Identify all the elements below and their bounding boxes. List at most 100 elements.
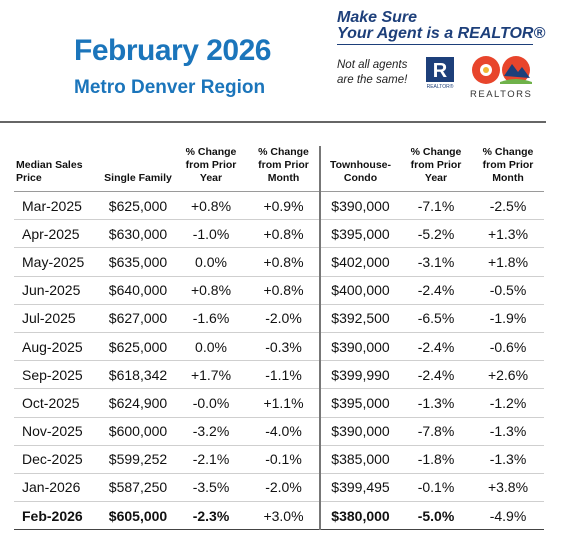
colorado-realtors-logo-icon — [472, 56, 532, 84]
tc-year-change-cell: -3.1% — [400, 247, 472, 277]
header-single-family: Single Family — [102, 146, 174, 192]
table-row: Aug-2025 $625,000 0.0% -0.3% $390,000 -2… — [14, 332, 544, 362]
table-row: Mar-2025 $625,000 +0.8% +0.9% $390,000 -… — [14, 191, 544, 221]
sf-year-change-cell: -3.2% — [174, 417, 248, 446]
month-cell: Feb-2026 — [14, 501, 102, 531]
tc-price-cell: $390,000 — [320, 417, 400, 446]
tc-month-change-cell: -1.3% — [472, 417, 544, 446]
sf-year-change-cell: -2.1% — [174, 445, 248, 474]
table-row: Nov-2025 $600,000 -3.2% -4.0% $390,000 -… — [14, 417, 544, 446]
header-tc-change-month: % Change from Prior Month — [472, 146, 544, 192]
tc-month-change-cell: -1.2% — [472, 388, 544, 418]
sf-price-cell: $625,000 — [102, 332, 174, 362]
sf-price-cell: $618,342 — [102, 360, 174, 390]
month-cell: Oct-2025 — [14, 388, 102, 418]
sf-year-change-cell: +0.8% — [174, 191, 248, 221]
sf-month-change-cell: -2.0% — [248, 473, 321, 503]
sf-year-change-cell: -1.0% — [174, 219, 248, 249]
tagline-line-2: Your Agent is a REALTOR® — [337, 25, 546, 42]
sf-month-change-cell: +0.8% — [248, 276, 321, 305]
realtor-tagline: Make Sure Your Agent is a REALTOR® — [337, 10, 545, 45]
table-row: Jan-2026 $587,250 -3.5% -2.0% $399,495 -… — [14, 473, 544, 503]
sf-month-change-cell: +0.9% — [248, 191, 321, 221]
sf-month-change-cell: -0.1% — [248, 445, 321, 474]
tc-price-cell: $395,000 — [320, 388, 400, 418]
sf-year-change-cell: +0.8% — [174, 276, 248, 305]
tc-month-change-cell: -2.5% — [472, 191, 544, 221]
tc-month-change-cell: +3.8% — [472, 473, 544, 503]
header-divider — [0, 121, 546, 123]
sf-month-change-cell: +0.8% — [248, 219, 321, 249]
sf-price-cell: $627,000 — [102, 304, 174, 333]
sf-price-cell: $587,250 — [102, 473, 174, 503]
month-cell: Dec-2025 — [14, 445, 102, 474]
table-row: Sep-2025 $618,342 +1.7% -1.1% $399,990 -… — [14, 360, 544, 390]
tc-month-change-cell: -1.3% — [472, 445, 544, 474]
table-row: Jun-2025 $640,000 +0.8% +0.8% $400,000 -… — [14, 276, 544, 305]
tc-month-change-cell: -0.6% — [472, 332, 544, 362]
sf-price-cell: $624,900 — [102, 388, 174, 418]
month-cell: Jun-2025 — [14, 276, 102, 305]
table-row: Dec-2025 $599,252 -2.1% -0.1% $385,000 -… — [14, 445, 544, 474]
month-cell: Apr-2025 — [14, 219, 102, 249]
tc-price-cell: $390,000 — [320, 191, 400, 221]
sf-year-change-cell: -3.5% — [174, 473, 248, 503]
sf-price-cell: $640,000 — [102, 276, 174, 305]
month-cell: Jul-2025 — [14, 304, 102, 333]
tc-year-change-cell: -2.4% — [400, 360, 472, 390]
tc-year-change-cell: -7.1% — [400, 191, 472, 221]
table-row: Oct-2025 $624,900 -0.0% +1.1% $395,000 -… — [14, 388, 544, 418]
tc-price-cell: $385,000 — [320, 445, 400, 474]
month-cell: Nov-2025 — [14, 417, 102, 446]
sf-month-change-cell: -1.1% — [248, 360, 321, 390]
realtor-logo-caption: REALTOR® — [427, 83, 454, 90]
region-subtitle: Metro Denver Region — [74, 77, 266, 98]
tc-year-change-cell: -5.2% — [400, 219, 472, 249]
tc-price-cell: $399,495 — [320, 473, 400, 503]
agents-note-line-1: Not all agents — [337, 59, 408, 71]
tc-month-change-cell: -0.5% — [472, 276, 544, 305]
table-header-row: Median Sales Price Single Family % Chang… — [14, 146, 544, 192]
tc-price-cell: $390,000 — [320, 332, 400, 362]
tc-year-change-cell: -5.0% — [400, 501, 472, 531]
header-sf-change-month: % Change from Prior Month — [248, 146, 321, 192]
sf-month-change-cell: -4.0% — [248, 417, 321, 446]
sf-year-change-cell: 0.0% — [174, 247, 248, 277]
table-row-current: Feb-2026 $605,000 -2.3% +3.0% $380,000 -… — [14, 501, 544, 531]
realtor-logo-icon: R REALTOR® — [426, 57, 454, 90]
tc-price-cell: $392,500 — [320, 304, 400, 333]
header-tc-change-year: % Change from Prior Year — [400, 146, 472, 192]
colorado-realtors-text: REALTORS — [470, 89, 533, 100]
sf-month-change-cell: +0.8% — [248, 247, 321, 277]
sf-price-cell: $605,000 — [102, 501, 174, 531]
tc-month-change-cell: -4.9% — [472, 501, 544, 531]
tc-price-cell: $395,000 — [320, 219, 400, 249]
month-cell: Jan-2026 — [14, 473, 102, 503]
sf-price-cell: $625,000 — [102, 191, 174, 221]
table-row: May-2025 $635,000 0.0% +0.8% $402,000 -3… — [14, 247, 544, 277]
sf-price-cell: $635,000 — [102, 247, 174, 277]
header-sf-change-year: % Change from Prior Year — [174, 146, 248, 192]
sf-month-change-cell: -2.0% — [248, 304, 321, 333]
month-cell: Mar-2025 — [14, 191, 102, 221]
sf-month-change-cell: -0.3% — [248, 332, 321, 362]
realtor-logo-letter: R — [433, 60, 448, 82]
sf-month-change-cell: +1.1% — [248, 388, 321, 418]
month-cell: Sep-2025 — [14, 360, 102, 390]
header-median-price: Median Sales Price — [14, 146, 102, 192]
tc-price-cell: $402,000 — [320, 247, 400, 277]
agents-note-line-2: are the same! — [337, 74, 408, 86]
report-title: February 2026 — [74, 34, 271, 67]
tc-month-change-cell: +2.6% — [472, 360, 544, 390]
tagline-underline — [337, 44, 533, 45]
sf-price-cell: $630,000 — [102, 219, 174, 249]
tc-price-cell: $380,000 — [320, 501, 400, 531]
agents-note: Not all agents are the same! — [337, 58, 421, 88]
sf-month-change-cell: +3.0% — [248, 501, 321, 531]
table-row: Apr-2025 $630,000 -1.0% +0.8% $395,000 -… — [14, 219, 544, 249]
tc-year-change-cell: -7.8% — [400, 417, 472, 446]
tagline-line-1: Make Sure — [337, 9, 418, 26]
sf-year-change-cell: -2.3% — [174, 501, 248, 531]
month-cell: May-2025 — [14, 247, 102, 277]
sf-year-change-cell: +1.7% — [174, 360, 248, 390]
